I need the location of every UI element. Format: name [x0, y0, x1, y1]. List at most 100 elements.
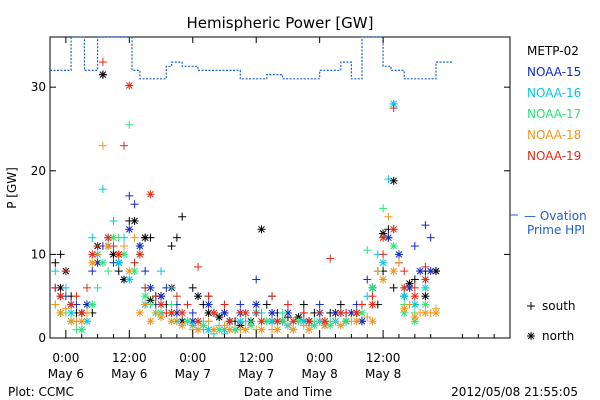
- noaa-15-north-point: [268, 308, 277, 317]
- noaa-17-south-point: [125, 120, 134, 129]
- noaa-19-north-point: [209, 308, 218, 317]
- noaa-19-south-point: [61, 267, 70, 276]
- noaa-19-south-point: [151, 292, 160, 301]
- noaa-18-south-point: [61, 304, 70, 313]
- noaa-18-north-point: [167, 317, 176, 326]
- noaa-18-south-point: [120, 242, 129, 251]
- noaa-19-north-point: [194, 317, 203, 326]
- noaa-15-south-point: [410, 242, 419, 251]
- noaa-15-south-point: [315, 300, 324, 309]
- noaa-18-south-point: [405, 300, 414, 309]
- metp-02-south-point: [336, 300, 345, 309]
- noaa-17-north-point: [141, 292, 150, 301]
- noaa-19-north-point: [305, 317, 314, 326]
- legend-entry-noaa-19: NOAA-19: [527, 149, 581, 163]
- marker-legend: south north: [527, 299, 576, 343]
- noaa-19-north-point: [146, 190, 155, 199]
- noaa-19-south-point: [183, 300, 192, 309]
- noaa-17-south-point: [278, 308, 287, 317]
- noaa-18-south-point: [151, 308, 160, 317]
- y-axis-label: P [GW]: [5, 167, 19, 209]
- noaa-18-north-point: [400, 304, 409, 313]
- noaa-18-north-point: [209, 325, 218, 334]
- y-tick-label-2: 20: [31, 164, 46, 178]
- x-tick-date-0: May 6: [48, 367, 84, 381]
- noaa-18-north-point: [104, 242, 113, 251]
- noaa-19-north-point: [389, 225, 398, 234]
- noaa-18-north-point: [125, 267, 134, 276]
- noaa-17-north-point: [183, 317, 192, 326]
- noaa-16-north-point: [67, 308, 76, 317]
- noaa-15-south-point: [188, 308, 197, 317]
- metp-02-south-point: [410, 275, 419, 284]
- noaa-15-north-point: [125, 225, 134, 234]
- noaa-18-north-point: [257, 325, 266, 334]
- noaa-17-south-point: [379, 204, 388, 213]
- x-tick-date-1: May 6: [111, 367, 147, 381]
- noaa-15-south-point: [88, 267, 97, 276]
- noaa-16-north-point: [83, 317, 92, 326]
- noaa-19-south-point: [72, 292, 81, 301]
- noaa-19-south-point: [389, 104, 398, 113]
- x-tick-date-2: May 7: [175, 367, 211, 381]
- noaa-18-north-point: [431, 308, 440, 317]
- noaa-15-north-point: [252, 300, 261, 309]
- noaa-16-south-point: [109, 216, 118, 225]
- noaa-16-south-point: [88, 233, 97, 242]
- noaa-19-north-point: [352, 308, 361, 317]
- noaa-18-north-point: [135, 308, 144, 317]
- footer-left: Plot: CCMC: [8, 385, 74, 399]
- noaa-19-south-point: [410, 283, 419, 292]
- noaa-17-north-point: [310, 321, 319, 330]
- noaa-18-south-point: [283, 321, 292, 330]
- noaa-19-north-point: [114, 250, 123, 259]
- x-axis-ticks: 0:00 May 6 12:00 May 6 0:00 May 7 12:00 May 7 0:…: [48, 37, 495, 381]
- marker-legend-north: north: [527, 329, 574, 343]
- noaa-18-south-point: [204, 317, 213, 326]
- noaa-18-north-point: [67, 317, 76, 326]
- noaa-19-north-point: [289, 317, 298, 326]
- metp-02-south-point: [262, 300, 271, 309]
- noaa-19-south-point: [379, 250, 388, 259]
- noaa-18-north-point: [88, 258, 97, 267]
- metp-02-south-point: [51, 258, 60, 267]
- noaa-16-south-point: [167, 283, 176, 292]
- noaa-18-north-point: [77, 317, 86, 326]
- noaa-19-south-point: [109, 242, 118, 251]
- noaa-18-north-point: [379, 275, 388, 284]
- noaa-19-south-point: [357, 300, 366, 309]
- noaa-19-north-point: [178, 308, 187, 317]
- ovation-label-line2: Prime HPI: [527, 223, 585, 237]
- noaa-16-south-point: [61, 283, 70, 292]
- noaa-17-north-point: [368, 283, 377, 292]
- noaa-17-north-point: [77, 325, 86, 334]
- noaa-16-south-point: [157, 267, 166, 276]
- noaa-18-south-point: [220, 321, 229, 330]
- noaa-19-north-point: [336, 308, 345, 317]
- x-tick-time-2: 0:00: [179, 351, 206, 365]
- noaa-18-south-point: [130, 233, 139, 242]
- noaa-19-south-point: [130, 258, 139, 267]
- noaa-18-north-point: [421, 308, 430, 317]
- chart-title: Hemispheric Power [GW]: [187, 14, 374, 32]
- noaa-19-north-point: [125, 81, 134, 90]
- noaa-18-north-point: [146, 317, 155, 326]
- metp-02-south-point: [114, 267, 123, 276]
- noaa-18-south-point: [51, 300, 60, 309]
- marker-legend-south: south: [527, 299, 576, 313]
- x-tick-time-0: 0:00: [52, 351, 79, 365]
- metp-02-north-point: [120, 275, 129, 284]
- y-axis-ticks: 0 10 20 30: [31, 80, 510, 345]
- noaa-19-north-point: [400, 283, 409, 292]
- noaa-19-south-point: [315, 308, 324, 317]
- noaa-15-south-point: [130, 200, 139, 209]
- marker-legend-label-south: south: [542, 299, 576, 313]
- noaa-19-north-point: [88, 250, 97, 259]
- footer-right: 2012/05/08 21:55:05: [451, 385, 578, 399]
- y-tick-label-1: 10: [31, 247, 46, 261]
- x-tick-date-5: May 8: [365, 367, 401, 381]
- noaa-19-south-point: [204, 292, 213, 301]
- noaa-15-south-point: [125, 191, 134, 200]
- metp-02-south-point: [188, 283, 197, 292]
